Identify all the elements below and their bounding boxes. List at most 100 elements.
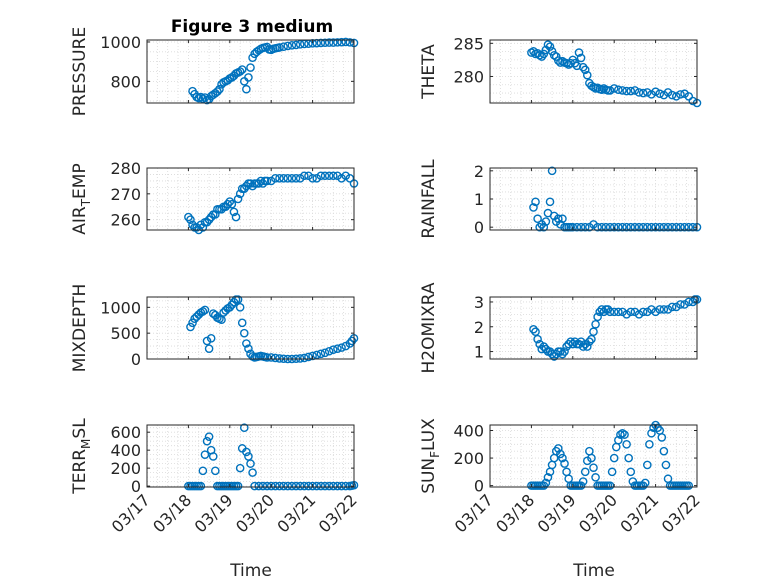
series-markers [184, 171, 359, 235]
data-point [609, 222, 619, 232]
data-point [308, 481, 317, 491]
data-point [242, 84, 251, 94]
data-point [287, 174, 297, 183]
data-point [667, 302, 677, 312]
data-point [262, 176, 272, 186]
data-point [316, 481, 326, 491]
data-point [316, 349, 326, 359]
data-point [647, 222, 656, 232]
data-point [622, 439, 631, 449]
data-point [576, 53, 586, 63]
data-point [328, 171, 338, 181]
data-point [676, 222, 685, 232]
y-axis-label: MIXDEPTH [70, 284, 90, 373]
data-point [233, 481, 243, 491]
data-point [616, 430, 625, 439]
data-point [672, 92, 681, 101]
data-point [580, 222, 590, 232]
series-markers [529, 295, 702, 361]
data-point [202, 217, 212, 227]
data-point [531, 197, 540, 207]
data-point [237, 65, 247, 74]
data-point [597, 222, 607, 232]
data-point [630, 222, 640, 232]
data-point [647, 428, 656, 438]
data-point [254, 481, 264, 491]
data-point [622, 222, 631, 232]
y-tick-label: 2 [474, 162, 484, 181]
axes-box [146, 167, 355, 231]
data-point [560, 459, 569, 468]
y-tick-label: 2 [474, 318, 484, 337]
x-axis-label-left: Time [229, 561, 272, 581]
data-point [300, 353, 309, 363]
data-point [337, 481, 346, 491]
data-point [246, 63, 255, 72]
data-point [626, 307, 636, 317]
data-point [614, 85, 623, 95]
data-point [663, 222, 673, 232]
data-point [279, 481, 288, 491]
data-point [684, 222, 694, 232]
y-tick-label: 0 [474, 477, 484, 496]
axes-box [146, 424, 355, 488]
data-point [200, 93, 210, 102]
data-point [545, 197, 555, 207]
data-point [587, 334, 596, 344]
data-point [558, 349, 567, 359]
data-point [200, 305, 210, 315]
data-point [593, 222, 602, 232]
data-point [634, 88, 644, 97]
y-tick-label: 280 [453, 67, 484, 86]
data-point [585, 337, 594, 346]
y-tick-label: 400 [110, 441, 141, 460]
data-point [574, 48, 584, 57]
data-point [549, 352, 559, 361]
data-point [225, 197, 235, 206]
data-point [645, 439, 654, 449]
data-point [244, 73, 253, 82]
data-point [275, 481, 284, 491]
data-point [233, 194, 243, 204]
data-point [651, 87, 660, 97]
data-point [529, 324, 538, 334]
data-point [271, 353, 280, 363]
y-tick-label: 1000 [100, 33, 141, 52]
y-tick-label: 1 [474, 190, 484, 209]
data-point [275, 354, 284, 363]
data-point [271, 481, 280, 491]
data-point [246, 179, 255, 188]
data-point [605, 481, 615, 490]
y-tick-label: 0 [474, 218, 484, 237]
data-point [554, 214, 563, 224]
data-point [200, 450, 210, 459]
y-tick-label: 500 [110, 324, 141, 343]
y-axis-label: RAINFALL [419, 159, 439, 239]
data-point [580, 65, 590, 75]
data-point [533, 214, 542, 224]
data-point [684, 481, 694, 490]
data-point [320, 481, 330, 491]
data-point [235, 463, 245, 473]
y-tick-label: 1000 [100, 298, 141, 317]
y-tick-label: 200 [453, 449, 484, 468]
y-tick-label: 280 [110, 159, 141, 178]
data-point [614, 435, 623, 445]
data-point [556, 449, 565, 459]
subplot-pressure: 800 1000 PRESSURE [70, 27, 359, 116]
data-point [651, 222, 660, 232]
data-point [345, 339, 355, 348]
data-point [605, 86, 615, 95]
data-point [312, 481, 322, 491]
y-tick-label: 270 [110, 185, 141, 204]
data-point [333, 481, 342, 491]
data-point [572, 61, 582, 71]
data-point [618, 86, 627, 95]
data-point [258, 481, 268, 491]
data-point [304, 481, 313, 491]
data-point [640, 478, 650, 488]
data-point [291, 174, 301, 183]
data-point [541, 217, 551, 226]
